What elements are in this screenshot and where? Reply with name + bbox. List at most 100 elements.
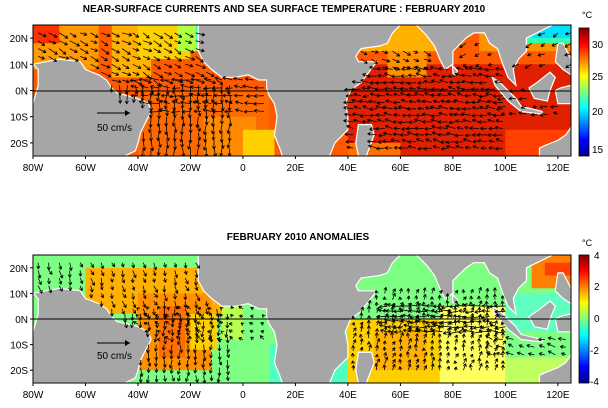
current-arrow <box>406 332 410 339</box>
current-arrow <box>448 85 456 90</box>
current-arrow <box>170 329 175 336</box>
current-arrow <box>407 145 417 149</box>
current-arrow <box>398 105 409 110</box>
current-arrow <box>500 321 505 326</box>
current-arrow <box>492 287 497 294</box>
current-arrow <box>194 321 199 331</box>
current-arrow <box>406 131 417 136</box>
current-arrow <box>90 56 99 62</box>
current-arrow <box>111 262 116 268</box>
current-arrow <box>493 346 498 352</box>
current-arrow <box>130 321 134 329</box>
current-arrow <box>185 336 190 344</box>
current-arrow <box>378 304 388 309</box>
current-arrow <box>471 105 480 110</box>
land-mass <box>554 272 571 305</box>
current-arrow <box>449 106 456 111</box>
current-arrow <box>132 79 143 86</box>
current-arrow <box>530 112 537 117</box>
current-arrow <box>99 277 104 287</box>
current-arrow <box>216 329 221 336</box>
current-arrow <box>453 99 464 103</box>
current-arrow <box>162 352 166 360</box>
current-arrow <box>398 146 409 150</box>
current-arrow <box>226 85 231 95</box>
current-arrow <box>153 71 164 78</box>
current-arrow <box>564 52 571 57</box>
current-arrow <box>183 262 188 269</box>
current-arrow <box>160 93 170 98</box>
current-arrow <box>202 124 207 135</box>
current-arrow <box>230 305 235 310</box>
current-arrow <box>438 111 448 116</box>
current-arrow <box>367 85 377 90</box>
current-arrow <box>122 71 132 77</box>
current-arrow <box>382 139 393 144</box>
current-arrow <box>214 76 223 81</box>
current-arrow <box>164 48 173 54</box>
current-arrow <box>159 99 170 104</box>
current-arrow <box>69 32 77 38</box>
current-arrow <box>359 321 364 326</box>
current-arrow <box>361 119 369 124</box>
current-arrow <box>233 76 244 81</box>
current-arrow <box>197 124 202 132</box>
current-arrow <box>384 145 393 150</box>
current-arrow <box>249 329 254 334</box>
current-arrow <box>392 132 401 137</box>
current-arrow <box>343 100 354 105</box>
current-arrow <box>440 99 448 104</box>
current-arrow <box>358 333 363 339</box>
lon-label: 120E <box>546 163 570 174</box>
current-arrow <box>424 126 432 131</box>
current-arrow <box>219 313 224 318</box>
current-arrow <box>188 148 192 156</box>
current-arrow <box>485 312 489 319</box>
current-arrow <box>462 339 466 345</box>
current-arrow <box>493 301 497 307</box>
current-arrow <box>239 314 244 319</box>
current-arrow <box>121 308 125 315</box>
anomaly-panel: FEBRUARY 2010 ANOMALIES 50 cm/s 20N 10N 0N… <box>10 232 600 401</box>
current-arrow <box>250 306 255 311</box>
land-mass <box>355 123 375 156</box>
ocean-color-patch <box>387 51 427 78</box>
current-arrow <box>423 365 427 371</box>
current-arrow <box>393 314 404 319</box>
current-arrow <box>184 277 189 285</box>
current-arrow <box>48 40 57 45</box>
current-arrow <box>185 48 195 54</box>
current-arrow <box>414 65 425 70</box>
current-arrow <box>244 77 254 82</box>
current-arrow <box>482 319 490 323</box>
current-arrow <box>538 344 545 348</box>
current-arrow <box>487 118 496 123</box>
current-arrow <box>422 287 427 294</box>
current-arrow <box>130 84 139 89</box>
current-arrow <box>122 40 132 45</box>
current-arrow <box>343 119 354 123</box>
current-arrow <box>437 302 442 307</box>
current-arrow <box>376 66 385 71</box>
current-arrow <box>161 329 166 337</box>
current-arrow <box>162 301 167 310</box>
current-arrow <box>415 113 425 118</box>
current-arrow <box>67 270 72 278</box>
current-arrow <box>226 108 231 119</box>
current-arrow <box>164 321 170 325</box>
current-arrow <box>494 358 498 364</box>
current-arrow <box>464 93 472 98</box>
current-arrow <box>381 50 389 55</box>
current-arrow <box>445 300 450 307</box>
current-arrow <box>454 300 459 307</box>
current-arrow <box>153 293 158 298</box>
current-arrow <box>456 319 467 324</box>
current-arrow <box>384 72 393 77</box>
current-arrow <box>220 140 225 149</box>
current-arrow <box>244 101 254 106</box>
current-arrow <box>415 72 425 77</box>
current-arrow <box>179 94 191 99</box>
current-arrow <box>385 92 393 97</box>
current-arrow <box>152 308 156 316</box>
current-arrow <box>565 31 571 36</box>
